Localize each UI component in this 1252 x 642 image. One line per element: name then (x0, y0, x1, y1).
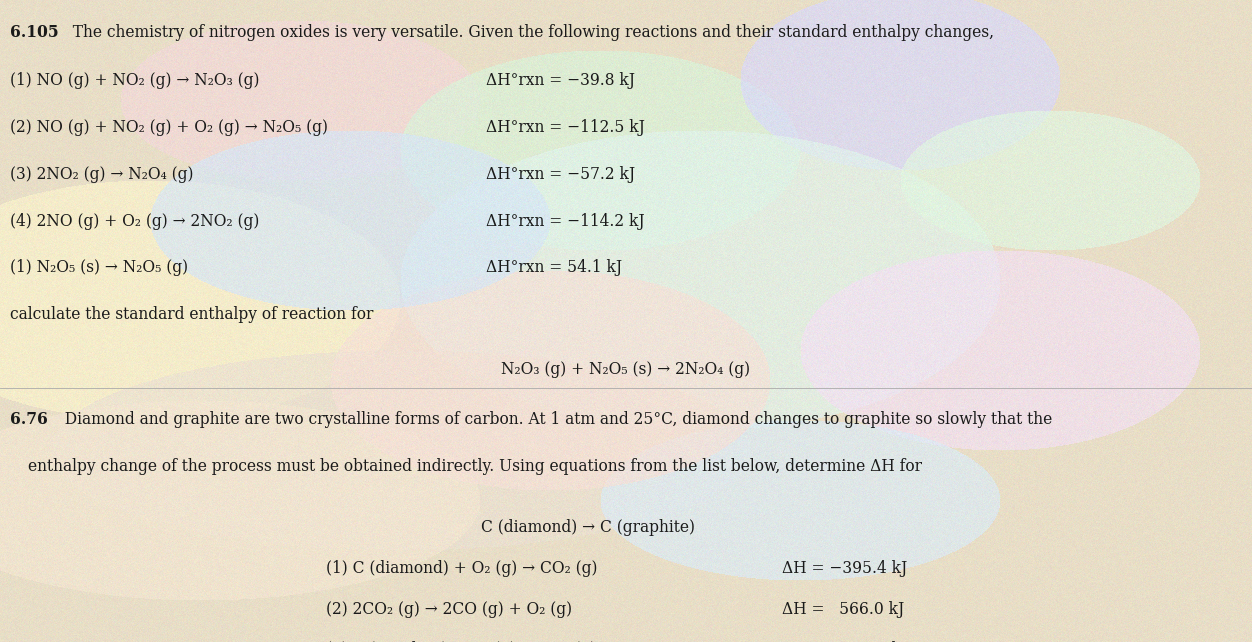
Text: (4) 2NO (g) + O₂ (g) → 2NO₂ (g): (4) 2NO (g) + O₂ (g) → 2NO₂ (g) (10, 213, 259, 229)
Text: 6.105: 6.105 (10, 24, 59, 41)
Text: C (diamond) → C (graphite): C (diamond) → C (graphite) (482, 519, 695, 535)
Text: Diamond and graphite are two crystalline forms of carbon. At 1 atm and 25°C, dia: Diamond and graphite are two crystalline… (55, 411, 1053, 428)
Text: (2) NO (g) + NO₂ (g) + O₂ (g) → N₂O₅ (g): (2) NO (g) + NO₂ (g) + O₂ (g) → N₂O₅ (g) (10, 119, 328, 135)
Text: enthalpy change of the process must be obtained indirectly. Using equations from: enthalpy change of the process must be o… (28, 458, 921, 474)
Text: (3) C (graphite) + O₂ (g) → CO₂ (g): (3) C (graphite) + O₂ (g) → CO₂ (g) (326, 641, 596, 642)
Text: ΔH = −395.4 kJ: ΔH = −395.4 kJ (782, 560, 908, 577)
Text: ΔH =   566.0 kJ: ΔH = 566.0 kJ (782, 601, 905, 618)
Text: ΔH°rxn = −114.2 kJ: ΔH°rxn = −114.2 kJ (486, 213, 645, 229)
Text: (1) N₂O₅ (s) → N₂O₅ (g): (1) N₂O₅ (s) → N₂O₅ (g) (10, 259, 188, 276)
Text: 6.76: 6.76 (10, 411, 48, 428)
Text: (2) 2CO₂ (g) → 2CO (g) + O₂ (g): (2) 2CO₂ (g) → 2CO (g) + O₂ (g) (326, 601, 572, 618)
Text: ΔH°rxn = 54.1 kJ: ΔH°rxn = 54.1 kJ (486, 259, 622, 276)
Text: ΔH°rxn = −39.8 kJ: ΔH°rxn = −39.8 kJ (486, 72, 635, 89)
Text: ΔH°rxn = −112.5 kJ: ΔH°rxn = −112.5 kJ (486, 119, 645, 135)
Text: ΔH°rxn = −57.2 kJ: ΔH°rxn = −57.2 kJ (486, 166, 635, 182)
Text: calculate the standard enthalpy of reaction for: calculate the standard enthalpy of react… (10, 306, 373, 323)
Text: ΔH = −393.5 kJ: ΔH = −393.5 kJ (782, 641, 908, 642)
Text: N₂O₃ (g) + N₂O₅ (s) → 2N₂O₄ (g): N₂O₃ (g) + N₂O₅ (s) → 2N₂O₄ (g) (502, 361, 750, 377)
Text: (1) NO (g) + NO₂ (g) → N₂O₃ (g): (1) NO (g) + NO₂ (g) → N₂O₃ (g) (10, 72, 259, 89)
Text: The chemistry of nitrogen oxides is very versatile. Given the following reaction: The chemistry of nitrogen oxides is very… (63, 24, 994, 41)
Text: (3) 2NO₂ (g) → N₂O₄ (g): (3) 2NO₂ (g) → N₂O₄ (g) (10, 166, 194, 182)
Text: (1) C (diamond) + O₂ (g) → CO₂ (g): (1) C (diamond) + O₂ (g) → CO₂ (g) (326, 560, 597, 577)
